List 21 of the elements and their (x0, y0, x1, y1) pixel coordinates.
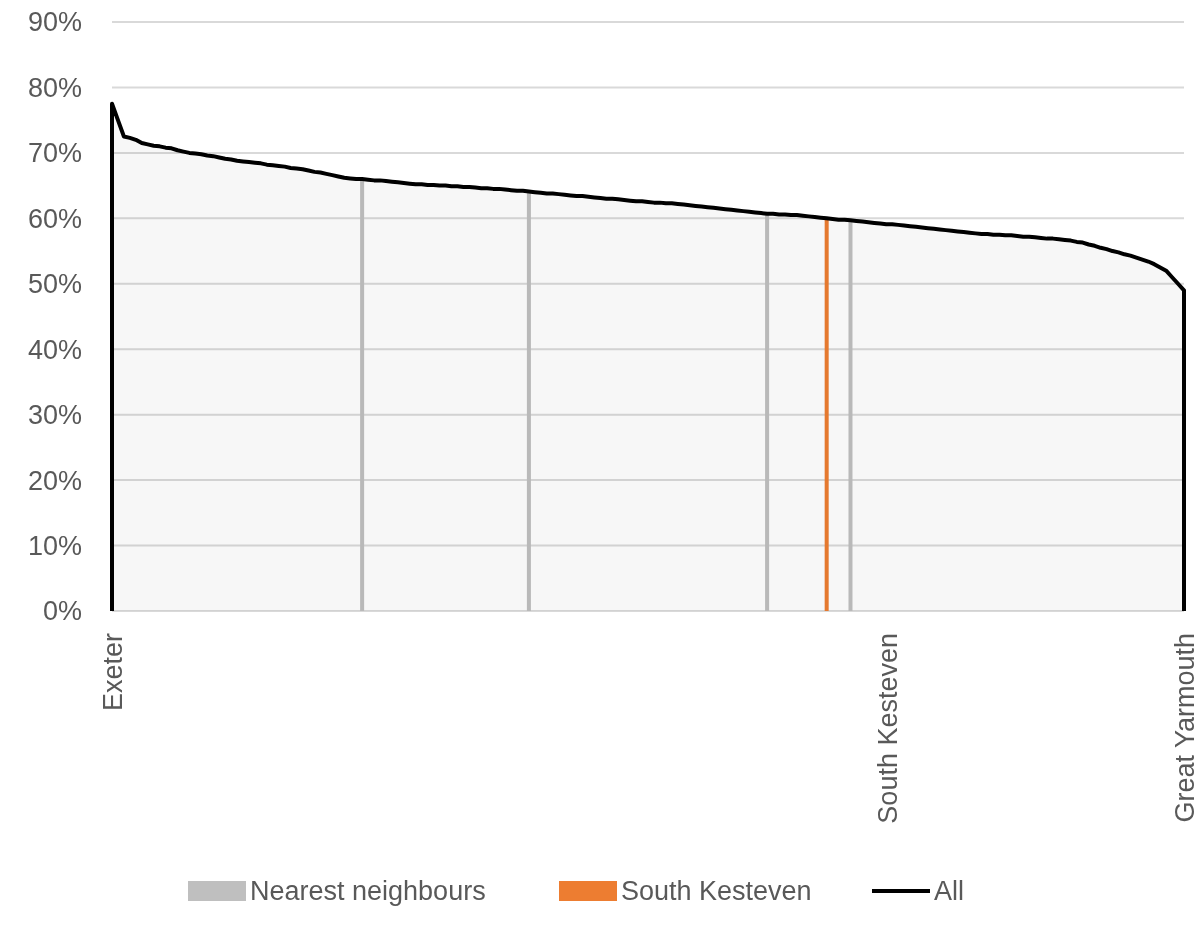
y-tick-label: 80% (27, 72, 82, 103)
x-tick-label: Exeter (98, 633, 129, 712)
bar (526, 191, 531, 611)
bar (765, 213, 770, 611)
y-tick-label: 30% (27, 400, 82, 431)
legend-label: All (934, 876, 965, 907)
y-tick-label: 50% (27, 269, 82, 300)
y-tick-label: 10% (27, 531, 82, 562)
bar (848, 220, 853, 611)
y-tick-label: 40% (27, 334, 82, 365)
y-tick-label: 70% (27, 138, 82, 169)
y-tick-label: 0% (42, 596, 82, 627)
legend-label: Nearest neighbours (250, 876, 486, 907)
y-tick-label: 60% (27, 203, 82, 234)
y-tick-label: 20% (27, 465, 82, 496)
bar (360, 179, 365, 611)
legend-label: South Kesteven (621, 876, 812, 907)
x-tick-label: Great Yarmouth (1170, 633, 1201, 823)
x-tick-label: South Kesteven (872, 633, 903, 824)
y-tick-label: 90% (27, 7, 82, 38)
bar (824, 218, 829, 611)
